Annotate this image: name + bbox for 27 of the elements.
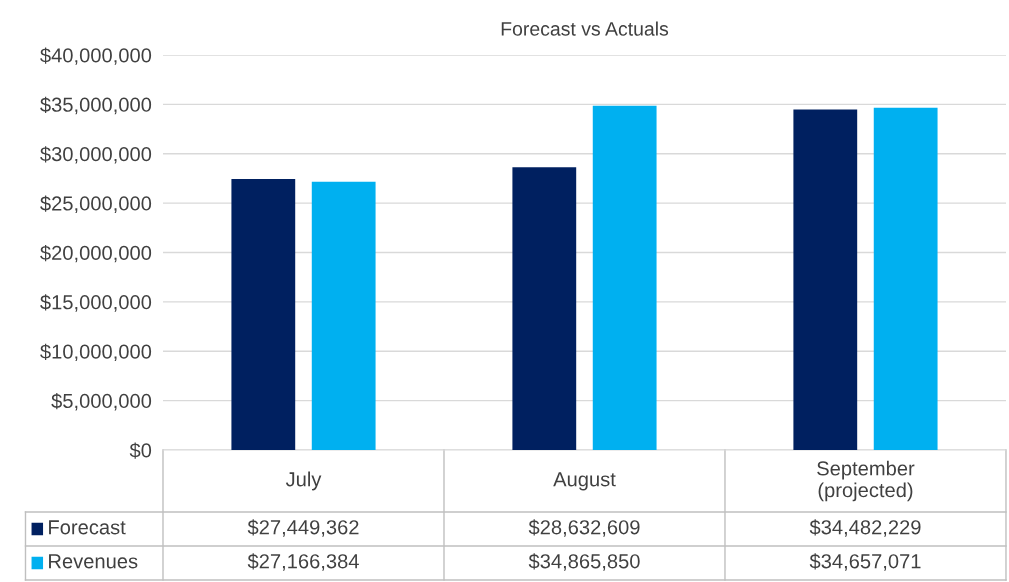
chart-title: Forecast vs Actuals (501, 21, 669, 36)
y-tick-label: $5,000,000 (51, 393, 152, 411)
y-tick-label: $30,000,000 (40, 146, 152, 164)
data-label: $27,449,362 (247, 519, 359, 537)
y-tick-label: $20,000,000 (40, 244, 152, 263)
data-label: $28,632,609 (528, 519, 640, 537)
bar (793, 109, 858, 450)
bar (311, 181, 376, 450)
legend-label: Revenues (49, 554, 138, 569)
data-label: $34,482,229 (809, 519, 921, 537)
bar (592, 105, 657, 450)
y-tick-label: $25,000,000 (40, 195, 152, 213)
x-tick-label: September (projected) (817, 460, 915, 502)
y-tick-label: $0 (129, 442, 152, 459)
y-tick-label: $40,000,000 (40, 47, 152, 65)
y-tick-label: $35,000,000 (40, 96, 152, 115)
bar (873, 107, 938, 450)
x-tick-label: August (553, 472, 616, 491)
bar (512, 167, 577, 450)
data-label: $34,865,850 (528, 553, 640, 571)
legend-label: Forecast (49, 520, 126, 535)
y-tick-label: $15,000,000 (40, 294, 152, 312)
x-tick-label: July (285, 471, 322, 491)
bar (231, 178, 296, 450)
data-label: $27,166,384 (247, 553, 359, 571)
y-tick-label: $10,000,000 (40, 343, 152, 362)
data-label: $34,657,071 (809, 553, 921, 571)
